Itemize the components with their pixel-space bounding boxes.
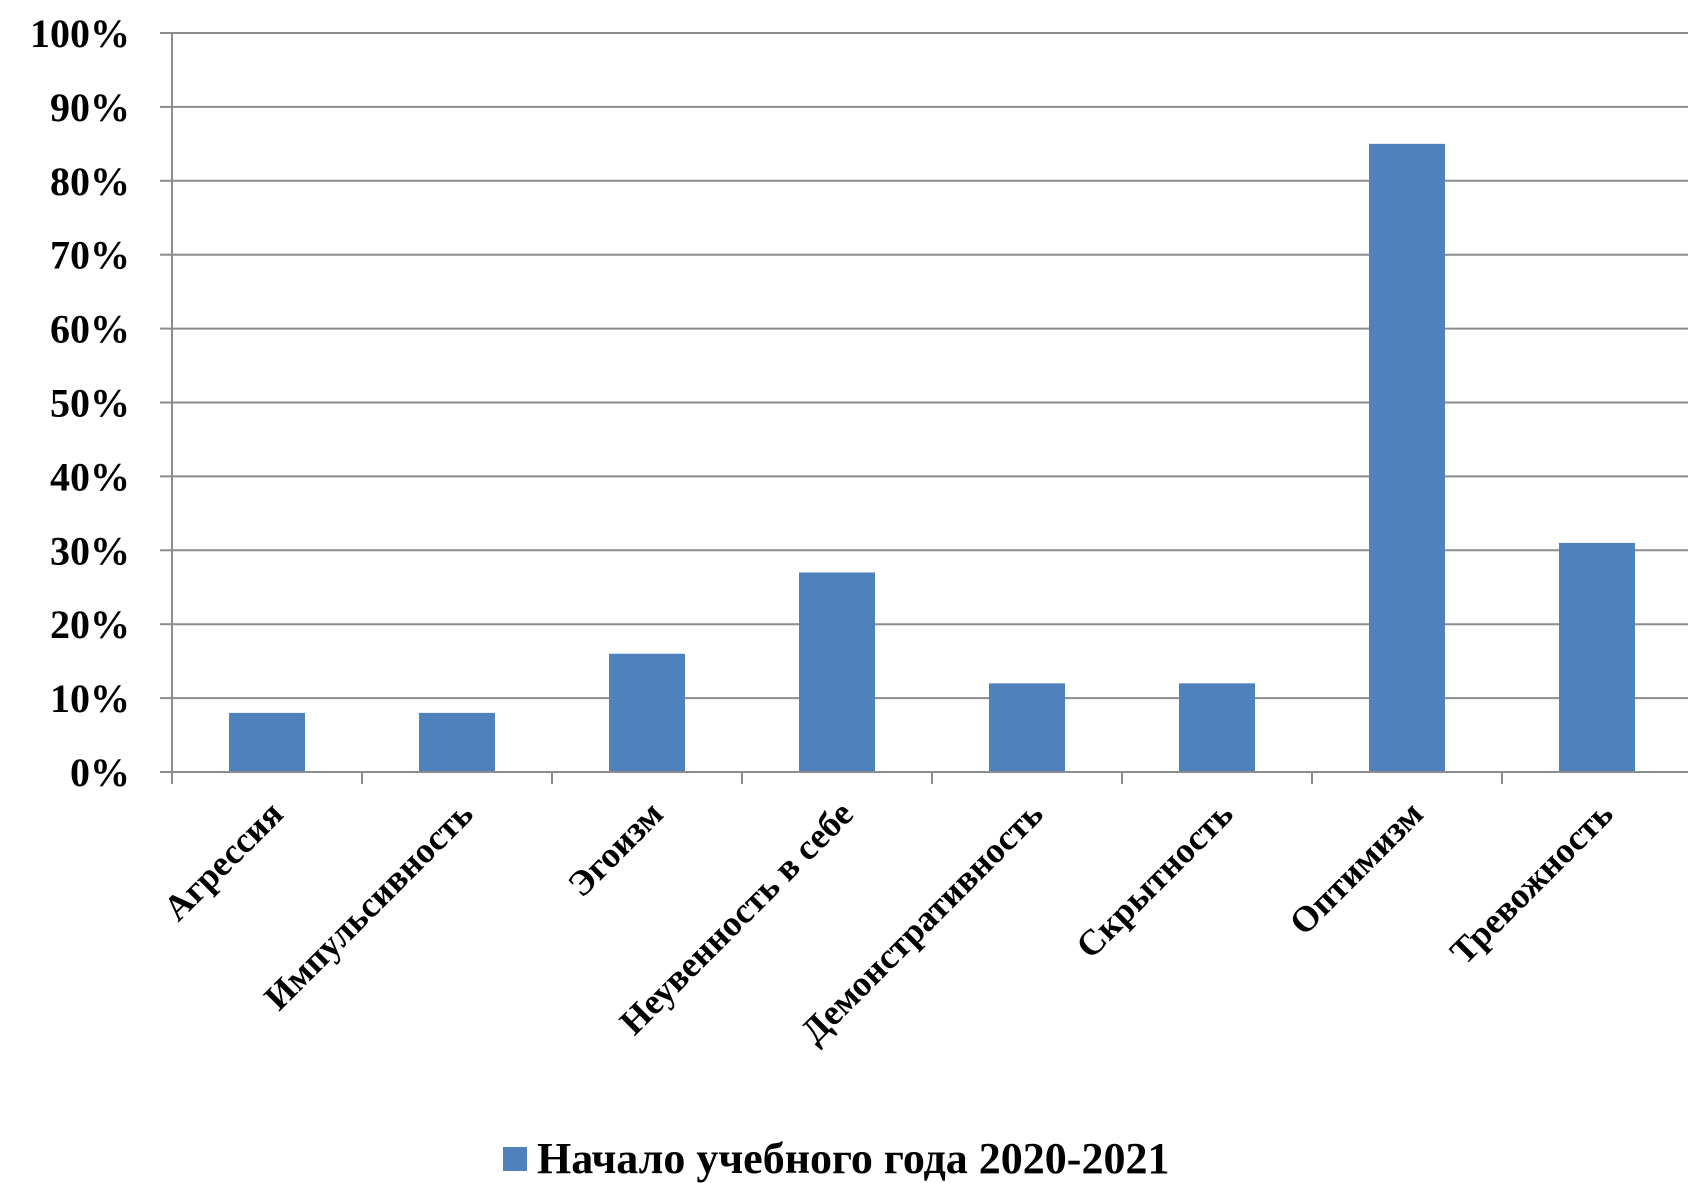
y-tick-label: 70% [50,233,130,278]
x-tick-label: Оптимизм [1282,793,1431,942]
x-tick-label: Эгоизм [560,793,671,904]
legend: Начало учебного года 2020-2021 [503,1134,1169,1183]
legend-swatch [503,1147,527,1171]
y-tick-label: 90% [50,85,130,130]
y-tick-label: 20% [50,602,130,647]
y-tick-label: 50% [50,381,130,426]
bar [1369,143,1445,773]
bar [229,712,305,772]
y-tick-label: 40% [50,454,130,499]
y-tick-label: 30% [50,528,130,573]
bar [609,653,685,772]
y-tick-label: 100% [30,11,130,56]
bar [1559,542,1635,772]
bar [1179,683,1255,772]
x-tick-label: Импульсивность [256,793,480,1017]
bar [989,683,1065,772]
x-tick-label: Тревожность [1442,793,1621,972]
gridlines [172,32,1688,700]
bar [799,572,875,772]
y-tick-label: 0% [70,750,130,795]
y-tick-label: 10% [50,676,130,721]
bars [229,143,1635,773]
y-tick-label: 60% [50,307,130,352]
bar [419,712,495,772]
legend-label: Начало учебного года 2020-2021 [537,1134,1169,1183]
y-tick-labels: 0% 10% 20% 30% 40% 50% 60% 70% 80% 90% 100% [30,11,130,795]
y-tick-label: 80% [50,159,130,204]
axes [160,32,1688,784]
x-tick-label: Скрытность [1068,793,1241,966]
x-tick-label: Агрессия [156,793,291,928]
